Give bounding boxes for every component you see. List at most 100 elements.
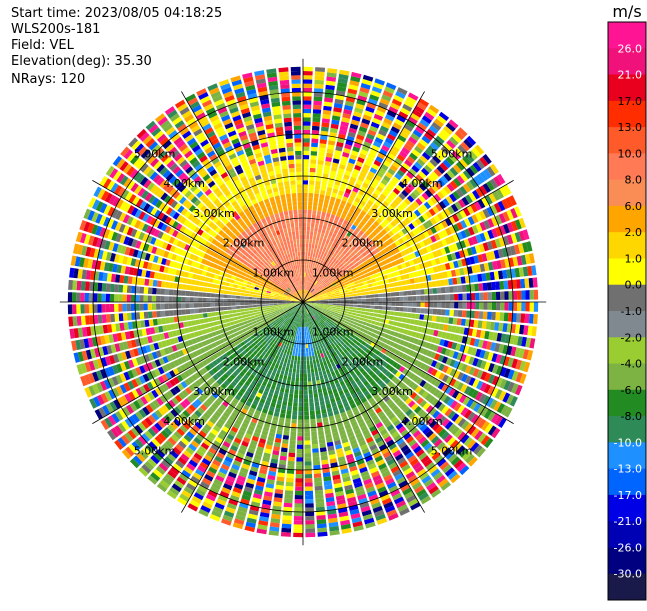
velocity-gate <box>475 302 479 309</box>
velocity-gate <box>332 299 336 301</box>
velocity-gate <box>307 369 310 374</box>
velocity-gate <box>315 223 319 228</box>
velocity-gate <box>479 293 483 301</box>
velocity-gate <box>374 306 378 309</box>
velocity-gate <box>388 278 393 283</box>
velocity-gate <box>303 100 311 104</box>
velocity-gate <box>303 331 305 335</box>
velocity-gate <box>345 304 349 306</box>
velocity-gate <box>303 117 311 121</box>
velocity-gate <box>303 201 307 205</box>
velocity-gate <box>289 448 296 453</box>
velocity-gate <box>257 302 261 304</box>
velocity-gate <box>357 311 362 314</box>
velocity-gate <box>207 308 212 312</box>
velocity-gate <box>458 285 463 292</box>
velocity-gate <box>156 311 161 317</box>
velocity-gate <box>416 308 421 313</box>
velocity-gate <box>312 355 315 360</box>
velocity-gate <box>195 320 200 325</box>
velocity-gate <box>475 293 479 300</box>
velocity-gate <box>309 352 312 356</box>
velocity-gate <box>290 440 296 445</box>
velocity-gate <box>328 301 332 302</box>
velocity-gate <box>304 378 307 382</box>
velocity-gate <box>391 297 395 301</box>
velocity-gate <box>411 284 416 289</box>
velocity-gate <box>303 163 309 167</box>
velocity-gate <box>303 79 312 83</box>
velocity-gate <box>300 365 303 369</box>
velocity-gate <box>332 305 336 307</box>
velocity-gate <box>285 367 289 372</box>
velocity-gate <box>288 457 295 462</box>
velocity-gate <box>283 362 287 367</box>
velocity-gate <box>382 306 387 310</box>
velocity-gate <box>341 304 345 306</box>
velocity-gate <box>308 377 312 381</box>
velocity-gate <box>305 256 307 260</box>
velocity-gate <box>287 406 292 411</box>
velocity-gate <box>487 312 492 320</box>
velocity-gate <box>314 368 318 373</box>
velocity-gate <box>349 294 354 297</box>
velocity-gate <box>292 415 297 420</box>
velocity-gate <box>308 348 311 353</box>
velocity-gate <box>306 356 309 360</box>
velocity-gate <box>304 277 305 281</box>
velocity-gate <box>304 399 308 403</box>
velocity-gate <box>296 344 298 348</box>
velocity-gate <box>516 313 521 322</box>
velocity-gate <box>491 312 496 320</box>
velocity-gate <box>304 357 307 361</box>
velocity-gate <box>318 388 323 393</box>
velocity-gate <box>458 310 463 317</box>
velocity-gate <box>148 312 153 319</box>
velocity-gate <box>383 298 387 302</box>
velocity-gate <box>395 297 399 301</box>
velocity-gate <box>377 314 382 318</box>
velocity-gate <box>277 477 285 482</box>
velocity-gate <box>492 302 496 310</box>
velocity-gate <box>303 205 307 209</box>
velocity-gate <box>321 212 326 217</box>
velocity-gate <box>370 302 374 305</box>
velocity-gate <box>293 402 298 407</box>
velocity-gate <box>85 315 90 324</box>
velocity-gate <box>303 138 310 142</box>
velocity-gate <box>305 449 311 453</box>
velocity-gate <box>312 448 319 453</box>
velocity-gate <box>340 295 344 297</box>
velocity-gate <box>312 240 315 245</box>
velocity-gate <box>403 307 408 312</box>
velocity-gate <box>195 314 200 319</box>
velocity-gate <box>337 300 341 302</box>
velocity-gate <box>305 461 312 465</box>
velocity-gate <box>324 303 328 304</box>
velocity-gate <box>371 321 376 325</box>
velocity-gate <box>140 320 145 327</box>
velocity-gate <box>318 435 324 440</box>
velocity-gate <box>360 286 365 290</box>
velocity-gate <box>229 314 234 318</box>
velocity-gate <box>312 440 318 445</box>
velocity-gate <box>295 495 303 499</box>
velocity-gate <box>446 294 450 300</box>
velocity-gate <box>314 477 322 482</box>
velocity-gate <box>280 456 287 461</box>
velocity-gate <box>303 130 310 134</box>
velocity-gate <box>313 457 320 462</box>
velocity-gate <box>202 308 207 312</box>
velocity-gate <box>296 373 299 377</box>
velocity-gate <box>521 302 525 311</box>
velocity-gate <box>310 364 313 369</box>
velocity-gate <box>303 151 309 155</box>
velocity-gate <box>307 218 311 223</box>
velocity-gate <box>261 306 265 308</box>
velocity-gate <box>315 240 319 245</box>
velocity-gate <box>488 302 492 310</box>
velocity-gate <box>315 76 325 81</box>
velocity-gate <box>313 253 316 258</box>
velocity-gate <box>186 309 191 314</box>
velocity-gate <box>303 214 307 218</box>
